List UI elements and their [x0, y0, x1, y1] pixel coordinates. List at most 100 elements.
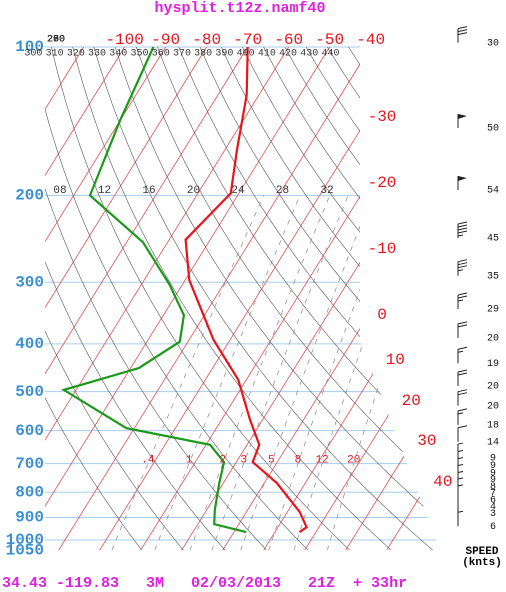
barb-half: [457, 510, 464, 513]
adiabat-label: 300: [24, 49, 42, 60]
mixing-ratio-label: 8: [295, 455, 302, 467]
speed-title: SPEED: [465, 546, 498, 558]
y-tick-label: 400: [15, 335, 44, 353]
adiabat-label: 310: [46, 49, 64, 60]
wind-speed-label: 8: [490, 482, 496, 493]
x-tick-label: -50: [315, 31, 344, 49]
mixing-ratio-label: 20: [347, 455, 360, 467]
x-tick-label: -100: [105, 31, 143, 49]
barb-full: [457, 321, 468, 325]
x-tick-label: -20: [368, 174, 397, 192]
isotherm: [45, 46, 166, 550]
wind-barb: [457, 26, 468, 43]
wind-speed-label: 4: [490, 502, 496, 513]
wind-barb: [457, 292, 468, 310]
mixing-ratio-line: [211, 195, 349, 550]
x-tick-label: -30: [368, 108, 397, 126]
dry-adiabat: [45, 46, 184, 550]
dry-adiabat: [178, 46, 440, 550]
adiabat-label: 250: [47, 35, 65, 46]
mixing-ratio-label: 1: [186, 455, 193, 467]
wind-speed-label: 20: [487, 333, 499, 344]
barb-half: [457, 484, 464, 487]
wind-barb: [457, 425, 468, 442]
thickness-label: 16: [142, 185, 155, 197]
adiabat-label: 260: [47, 35, 65, 46]
thickness-label: 28: [276, 185, 289, 197]
barb-full: [457, 221, 468, 225]
mixing-ratio-line: [154, 195, 301, 550]
isotherm: [345, 46, 440, 550]
x-tick-label: 10: [386, 351, 405, 369]
dry-adiabat: [45, 46, 267, 550]
wind-speed-label: 20: [487, 382, 499, 393]
barb-full: [457, 389, 468, 393]
isotherm: [45, 46, 125, 550]
wind-speed-label: 3: [490, 509, 496, 520]
adiabat-label: 270: [47, 35, 65, 46]
isotherm: [45, 46, 248, 550]
x-tick-label: 40: [433, 473, 452, 491]
wind-speed-label: 9: [490, 475, 496, 486]
wind-barb: [457, 221, 468, 238]
mixing-ratio-label: 12: [315, 455, 328, 467]
wind-speed-label: 29: [487, 305, 499, 316]
barb-half: [457, 269, 464, 272]
barb-pennant: [458, 114, 467, 120]
barb-full: [457, 224, 468, 228]
adiabat-label: 330: [88, 49, 106, 60]
barb-half: [457, 471, 464, 474]
x-tick-label: -70: [233, 31, 262, 49]
wind-speed-label: 54: [487, 186, 499, 197]
x-tick-label: -40: [356, 31, 385, 49]
y-tick-label: 700: [15, 455, 44, 473]
y-tick-label: 500: [15, 383, 44, 401]
y-tick-label: 900: [15, 509, 44, 527]
barb-half: [457, 477, 464, 480]
thickness-label: 32: [320, 185, 333, 197]
x-tick-label: -10: [368, 240, 397, 258]
wind-barb: [457, 510, 464, 527]
adiabat-label: 420: [279, 49, 297, 60]
barb-full: [457, 32, 468, 36]
wind-speed-label: 19: [487, 359, 499, 370]
wind-speed-label: 18: [487, 420, 499, 431]
wind-speed-label: 14: [487, 437, 499, 448]
wind-speed-label: 7: [490, 489, 496, 500]
wind-speed-label: 30: [487, 38, 499, 49]
isotherm: [45, 46, 289, 550]
wind-barb: [457, 389, 468, 406]
y-tick-label: 100: [15, 38, 44, 56]
thickness-label: 20: [187, 185, 200, 197]
barb-full: [457, 26, 468, 30]
overlay: 10020030040050060070080090010001050-100-…: [6, 26, 499, 560]
barb-full: [457, 265, 468, 269]
mixing-ratio-line: [111, 195, 264, 550]
y-tick-label: 200: [15, 187, 44, 205]
mixing-ratio-label: 5: [268, 455, 275, 467]
barb-half: [457, 442, 464, 445]
mixing-ratio-label: 3: [240, 455, 247, 467]
wind-barb: [457, 321, 468, 338]
barb-pennant: [458, 175, 467, 181]
wind-speed-label: 50: [487, 124, 499, 135]
adiabat-label: 280: [47, 35, 65, 46]
dry-adiabat: [45, 46, 143, 550]
dry-adiabat: [45, 46, 309, 550]
wind-speed-label: 35: [487, 271, 499, 282]
x-tick-label: 30: [417, 432, 436, 450]
dry-adiabat: [45, 46, 226, 550]
speed-unit: (knts): [462, 557, 502, 569]
dry-adiabat: [93, 46, 434, 550]
barb-full: [457, 259, 468, 263]
barb-full: [457, 29, 468, 33]
isotherm: [58, 46, 371, 550]
y-tick-label: 1000: [6, 531, 44, 549]
mixing-ratio-line: [189, 195, 331, 550]
adiabat-label: 400: [237, 49, 255, 60]
wind-barb: [457, 114, 467, 129]
profile-line: [61, 46, 247, 534]
dry-adiabat: [220, 46, 440, 550]
mixing-ratio-line: [240, 195, 373, 550]
